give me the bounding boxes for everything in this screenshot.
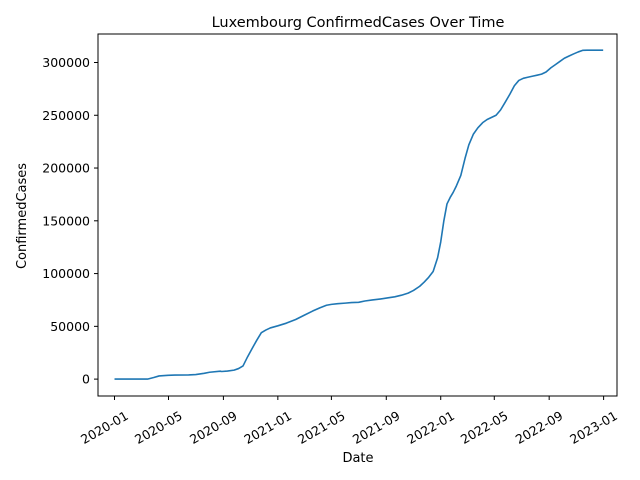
y-tick-label: 50000 bbox=[50, 319, 90, 334]
y-tick-label: 200000 bbox=[42, 161, 90, 176]
y-tick-label: 300000 bbox=[42, 55, 90, 70]
y-tick-label: 150000 bbox=[42, 213, 90, 228]
x-axis-label: Date bbox=[342, 451, 373, 466]
series-line-0 bbox=[114, 49, 604, 380]
y-axis-label: ConfirmedCases bbox=[15, 163, 30, 269]
y-tick-label: 100000 bbox=[42, 266, 90, 281]
y-tick-label: 250000 bbox=[42, 108, 90, 123]
y-tick-label: 0 bbox=[82, 372, 90, 387]
chart-title: Luxembourg ConfirmedCases Over Time bbox=[212, 15, 505, 31]
plot-frame bbox=[97, 33, 618, 397]
series-layer bbox=[114, 49, 604, 380]
